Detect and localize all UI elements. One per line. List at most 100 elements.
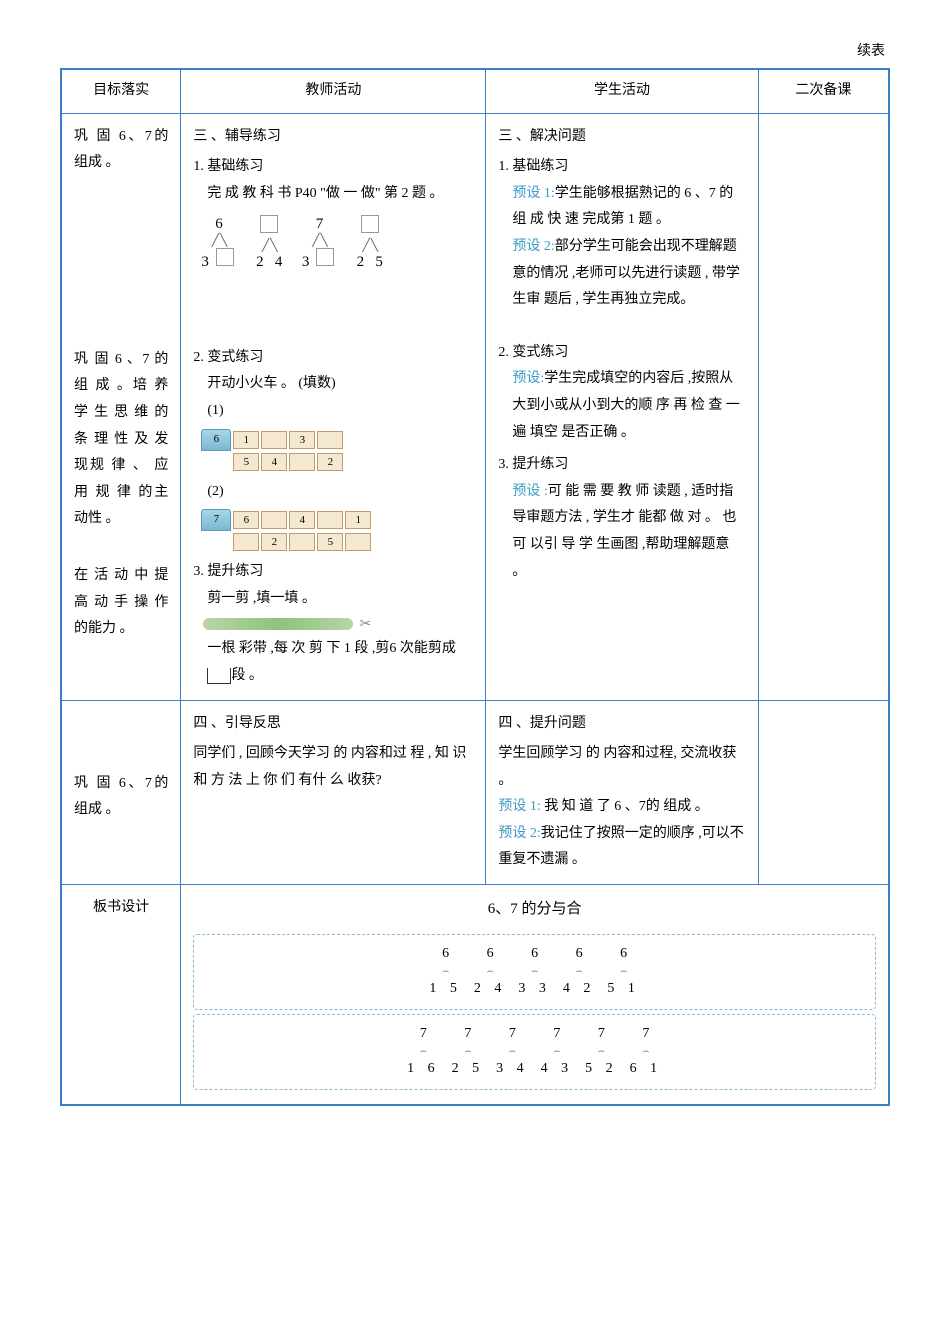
train-car: 1 [233, 431, 259, 449]
student-preset-5: 预设 1: 我 知 道 了 6 、7的 组成 。 [498, 794, 745, 821]
train-car [289, 533, 315, 551]
secondary-cell-2 [758, 700, 889, 885]
diagram-top [256, 215, 282, 238]
teacher-cell-1: 三 、辅导练习 1. 基础练习 完 成 教 科 书 P40 "做 一 做" 第 … [181, 113, 486, 700]
diagram-lines: ╱ ╲ [256, 238, 282, 252]
mini-split-diagram: 6⌢3 3 [518, 941, 551, 1003]
student-section-3: 三 、解决问题 [498, 124, 745, 151]
teacher-item-3-desc: 剪一剪 ,填一填 。 [193, 586, 473, 613]
preset-label: 预设: [512, 371, 544, 386]
teacher-item-3-text: 一根 彩带 ,每 次 剪 下 1 段 ,剪6 次能剪成段 。 [193, 636, 473, 689]
diagram-top: 7 [302, 215, 337, 233]
train-car [317, 431, 343, 449]
diagram-left: 2 [357, 254, 365, 270]
train-engine: 6 [201, 429, 231, 451]
table-row: 板书设计 6、7 的分与合 6⌢1 5 6⌢2 4 6⌢3 3 6⌢4 2 6⌢5 1 … [61, 885, 889, 1105]
train-car: 3 [289, 431, 315, 449]
teacher-cell-2: 四 、引导反思 同学们 , 回顾今天学习 的 内容和过 程 , 知 识 和 方 … [181, 700, 486, 885]
ribbon-graphic [203, 618, 353, 630]
board-title: 6、7 的分与合 [193, 895, 876, 924]
goal-text-1: 巩 固 6、7的 组成 。 [74, 124, 168, 177]
teacher-item-1-desc: 完 成 教 科 书 P40 "做 一 做" 第 2 题 。 [193, 181, 473, 208]
train-car [289, 453, 315, 471]
mini-split-diagram: 6⌢4 2 [563, 941, 596, 1003]
split-diagram: ╱ ╲ 2 5 [357, 215, 383, 270]
goal-text-2: 巩 固 6 、7 的 组 成 。培 养 学 生 思 维 的 条 理 性 及 发 … [74, 347, 168, 533]
student-reflect-text: 学生回顾学习 的 内容和过程, 交流收获 。 [498, 741, 745, 794]
student-cell-2: 四 、提升问题 学生回顾学习 的 内容和过程, 交流收获 。 预设 1: 我 知… [486, 700, 758, 885]
board-content-cell: 6、7 的分与合 6⌢1 5 6⌢2 4 6⌢3 3 6⌢4 2 6⌢5 1 7⌢1 6… [181, 885, 889, 1105]
train-car [345, 533, 371, 551]
train-diagram-1b: 5 4 2 [201, 453, 473, 471]
train-car: 6 [233, 511, 259, 529]
student-cell-1: 三 、解决问题 1. 基础练习 预设 1:学生能够根据熟记的 6 、7 的 组 … [486, 113, 758, 700]
diagram-box [361, 215, 379, 233]
train-car: 4 [261, 453, 287, 471]
train-car: 5 [233, 453, 259, 471]
student-item-2: 2. 变式练习 [498, 340, 745, 367]
student-preset-4: 预设 :可 能 需 要 教 师 读题 , 适时指导审题方法 , 学生才 能都 做… [498, 479, 745, 585]
diagram-left: 3 [201, 254, 209, 270]
train-car [261, 511, 287, 529]
student-preset-1: 预设 1:学生能够根据熟记的 6 、7 的 组 成 快 速 完成第 1 题 。 [498, 181, 745, 234]
split-diagram: 6 ╱ ╲ 3 [201, 215, 236, 270]
train-car: 2 [317, 453, 343, 471]
train-car: 4 [289, 511, 315, 529]
preset-label: 预设 1: [512, 186, 554, 201]
preset-label: 预设 : [512, 484, 547, 499]
mini-split-diagram: 6⌢2 4 [474, 941, 507, 1003]
teacher-item-2a: (1) [193, 398, 473, 425]
diagram-lines: ╱ ╲ [201, 233, 236, 247]
student-preset-3: 预设:学生完成填空的内容后 ,按照从大到小或从小到大的顺 序 再 检 查 一 遍… [498, 366, 745, 446]
header-secondary: 二次备课 [758, 69, 889, 113]
preset-label: 预设 2: [498, 826, 540, 841]
mini-split-diagram: 7⌢2 5 [452, 1021, 485, 1083]
split-diagram: 7 ╱ ╲ 3 [302, 215, 337, 270]
diagram-bottom: 2 4 [256, 253, 282, 271]
split-diagram: ╱ ╲ 2 4 [256, 215, 282, 270]
teacher-section-3: 三 、辅导练习 [193, 124, 473, 151]
teacher-item-2-desc: 开动小火车 。 (填数) [193, 371, 473, 398]
train-car [261, 431, 287, 449]
mini-split-diagram: 7⌢6 1 [630, 1021, 663, 1083]
teacher-item-3: 3. 提升练习 [193, 559, 473, 586]
diagram-top: 6 [201, 215, 236, 233]
diagram-bottom: 2 5 [357, 253, 383, 271]
train-diagram-2b: 2 5 [201, 533, 473, 551]
lesson-plan-table: 目标落实 教师活动 学生活动 二次备课 巩 固 6、7的 组成 。 巩 固 6 … [60, 68, 890, 1106]
student-preset-6: 预设 2:我记住了按照一定的顺序 ,可以不重复不遗漏 。 [498, 821, 745, 874]
table-row: 巩 固 6、7的 组成 。 四 、引导反思 同学们 , 回顾今天学习 的 内容和… [61, 700, 889, 885]
diagram-bottom: 3 [302, 248, 337, 271]
train-diagram-2: 7 6 4 1 [201, 509, 473, 531]
train-car [233, 533, 259, 551]
split-diagrams: 6 ╱ ╲ 3 ╱ ╲ 2 4 7 ╱ ╲ 3 [193, 215, 473, 270]
diagram-left: 3 [302, 254, 310, 270]
mini-split-diagram: 6⌢5 1 [607, 941, 640, 1003]
diagram-lines: ╱ ╲ [302, 233, 337, 247]
blank-box [207, 668, 231, 684]
train-car: 1 [345, 511, 371, 529]
train-car [317, 511, 343, 529]
split-row-7: 7⌢1 67⌢2 57⌢3 47⌢4 37⌢5 27⌢6 1 [193, 1014, 876, 1090]
diagram-right: 4 [275, 254, 283, 270]
mini-split-diagram: 7⌢4 3 [541, 1021, 574, 1083]
student-item-3: 3. 提升练习 [498, 452, 745, 479]
preset-label: 预设 1: [498, 799, 540, 814]
diagram-right: 5 [375, 254, 383, 270]
train-car: 2 [261, 533, 287, 551]
header-teacher: 教师活动 [181, 69, 486, 113]
preset-text: 学生完成填空的内容后 ,按照从大到小或从小到大的顺 序 再 检 查 一 遍 填空… [512, 371, 740, 439]
mini-split-diagram: 6⌢1 5 [429, 941, 462, 1003]
preset-text: 我 知 道 了 6 、7的 组成 。 [541, 799, 709, 814]
teacher-reflect-text: 同学们 , 回顾今天学习 的 内容和过 程 , 知 识 和 方 法 上 你 们 … [193, 741, 473, 794]
ribbon-text: 一根 彩带 ,每 次 剪 下 1 段 ,剪6 次能剪成 [207, 641, 456, 656]
student-section-4: 四 、提升问题 [498, 711, 745, 738]
secondary-cell-1 [758, 113, 889, 700]
diagram-left: 2 [256, 254, 264, 270]
board-label-cell: 板书设计 [61, 885, 181, 1105]
ribbon-text-end: 段 。 [231, 668, 263, 683]
teacher-item-2: 2. 变式练习 [193, 345, 473, 372]
goal-cell-1: 巩 固 6、7的 组成 。 巩 固 6 、7 的 组 成 。培 养 学 生 思 … [61, 113, 181, 700]
train-diagram-1: 6 1 3 [201, 429, 473, 451]
diagram-lines: ╱ ╲ [357, 238, 383, 252]
